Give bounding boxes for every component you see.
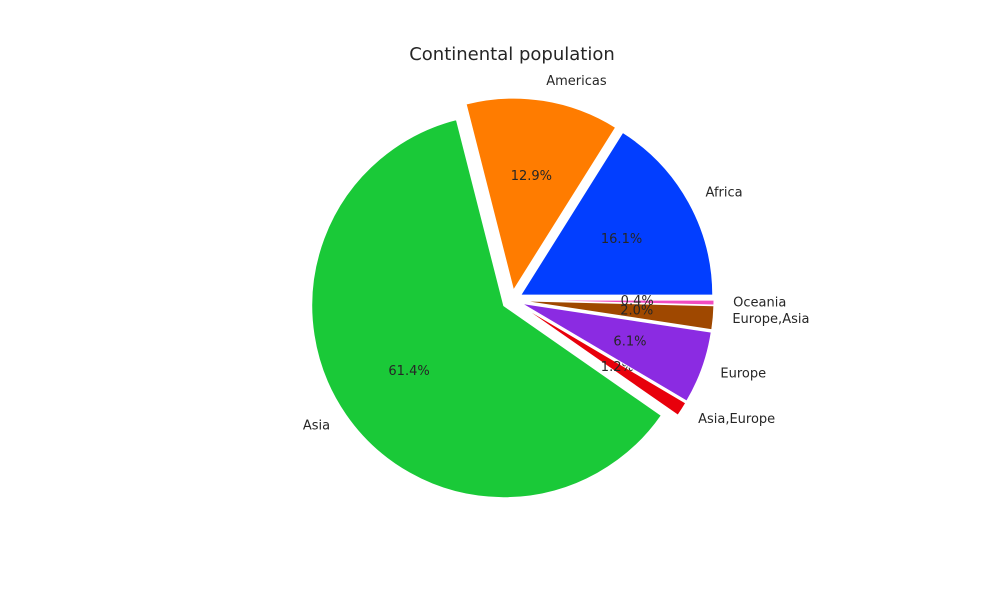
pie-slice-asia-europe — [520, 304, 687, 416]
slice-label-europe-asia: Europe,Asia — [732, 312, 809, 327]
pie-slice-americas — [465, 97, 617, 292]
slice-label-africa: Africa — [706, 185, 743, 200]
slice-label-asia-europe: Asia,Europe — [698, 412, 775, 427]
slice-label-americas: Americas — [546, 74, 607, 89]
percent-label-europe: 6.1% — [613, 334, 646, 349]
slice-label-asia: Asia — [303, 418, 330, 433]
slice-label-oceania: Oceania — [733, 295, 786, 310]
percent-label-africa: 16.1% — [601, 232, 642, 247]
pie-slice-europe-asia — [521, 300, 715, 331]
pie-slice-europe — [521, 302, 712, 402]
pie-slice-asia — [311, 119, 662, 499]
percent-label-oceania: 0.4% — [621, 294, 654, 309]
slice-label-europe: Europe — [720, 367, 766, 382]
percent-label-asia: 61.4% — [388, 364, 429, 379]
percent-label-americas: 12.9% — [511, 169, 552, 184]
pie-slice-oceania — [521, 299, 715, 306]
pie-slice-africa — [519, 131, 714, 296]
chart-title: Continental population — [409, 44, 615, 65]
percent-label-europe-asia: 2.0% — [620, 303, 653, 318]
